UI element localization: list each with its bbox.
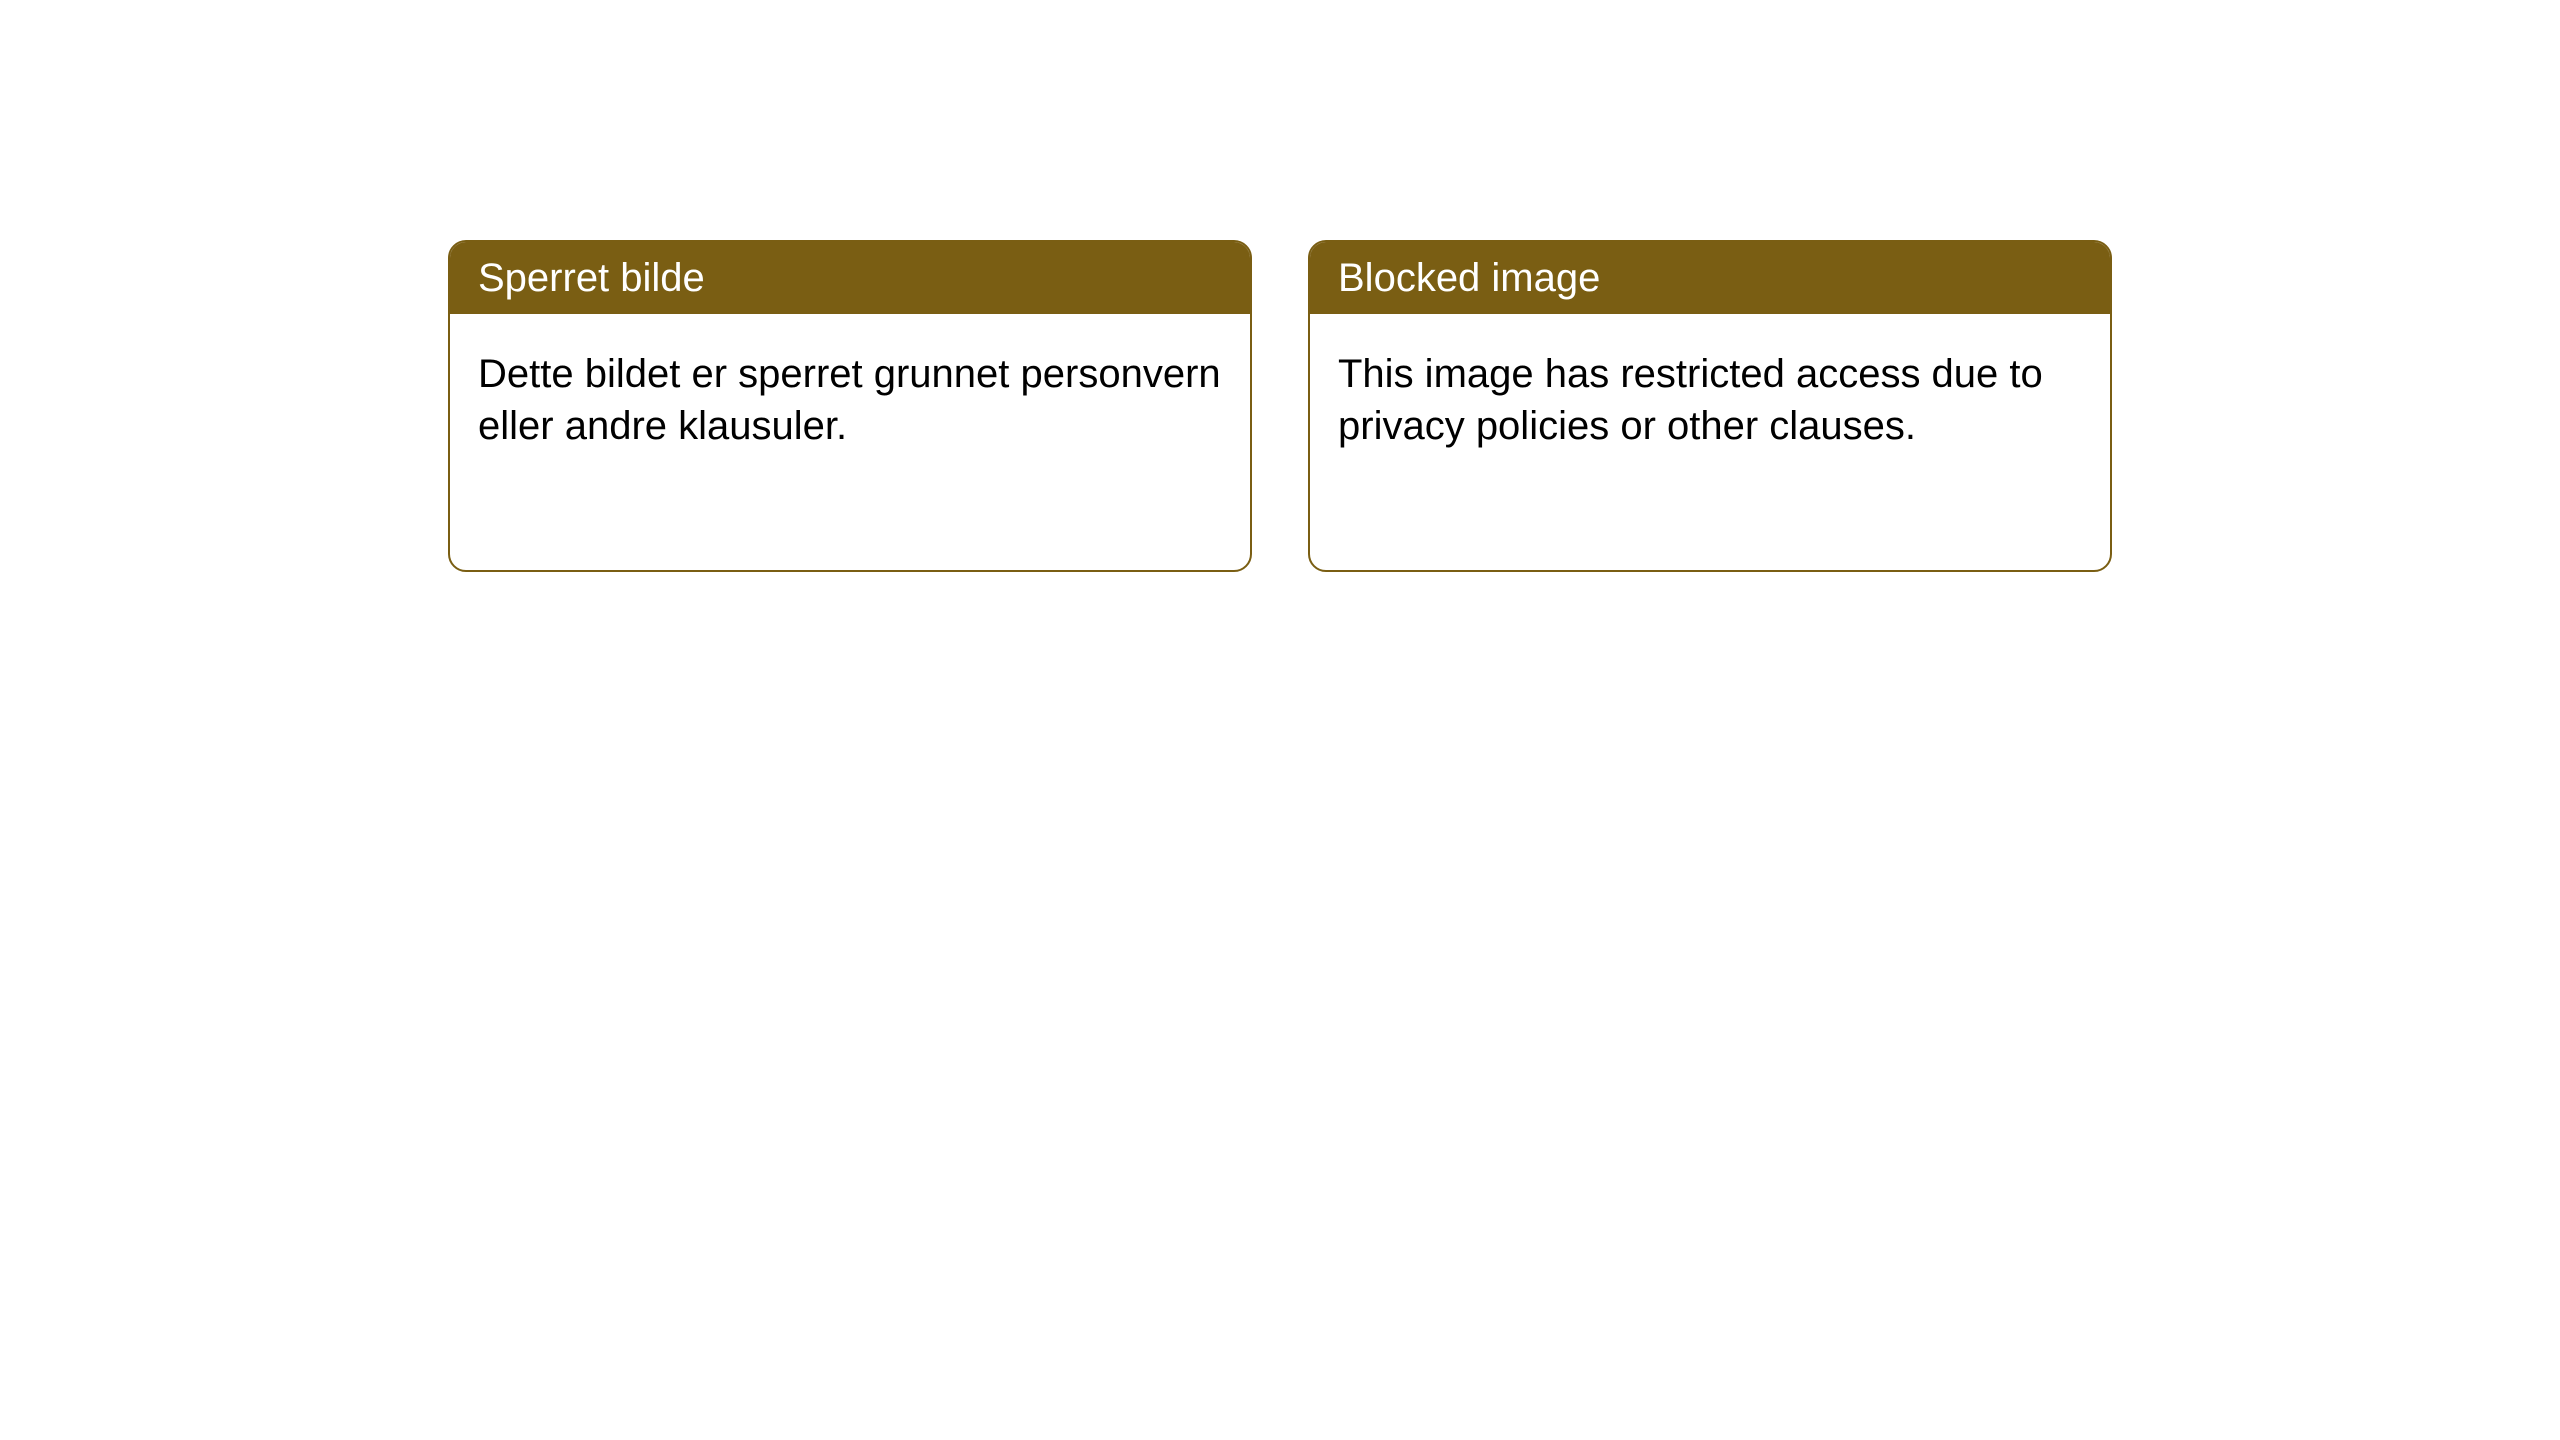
notice-title: Blocked image [1310, 242, 2110, 314]
notice-body: This image has restricted access due to … [1310, 314, 2110, 486]
notice-body: Dette bildet er sperret grunnet personve… [450, 314, 1250, 486]
notice-box-english: Blocked image This image has restricted … [1308, 240, 2112, 572]
notice-title: Sperret bilde [450, 242, 1250, 314]
notice-container: Sperret bilde Dette bildet er sperret gr… [0, 0, 2560, 572]
notice-box-norwegian: Sperret bilde Dette bildet er sperret gr… [448, 240, 1252, 572]
